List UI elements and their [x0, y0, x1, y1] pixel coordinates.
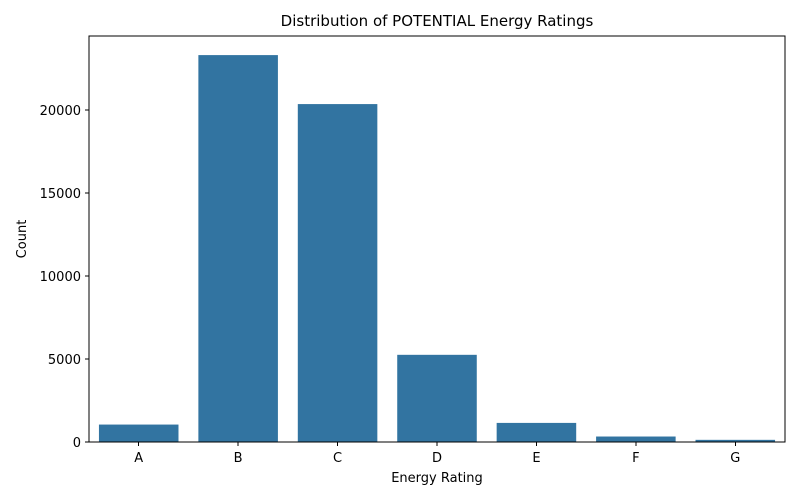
bar-e — [496, 422, 577, 442]
x-axis-label: Energy Rating — [391, 471, 483, 486]
x-tick-label-g: G — [730, 451, 740, 466]
x-tick-label-e: E — [532, 451, 540, 466]
x-tick-label-a: A — [134, 451, 143, 466]
bar-d — [397, 354, 477, 442]
y-tick-label-15000: 15000 — [40, 187, 81, 202]
y-tick-label-20000: 20000 — [40, 104, 81, 119]
y-axis-label: Count — [15, 220, 30, 259]
bar-f — [596, 436, 676, 442]
bar-a — [98, 424, 179, 442]
x-axis-ticks: A B C D E F G — [134, 442, 740, 466]
x-tick-label-c: C — [333, 451, 342, 466]
chart-title: Distribution of POTENTIAL Energy Ratings — [281, 12, 594, 30]
bar-g — [695, 439, 776, 442]
bars-group — [98, 55, 776, 443]
bar-c — [297, 104, 378, 443]
y-axis-ticks: 0 5000 10000 15000 20000 — [40, 104, 89, 451]
x-tick-label-b: B — [234, 451, 243, 466]
plot-frame — [88, 35, 786, 443]
y-tick-label-5000: 5000 — [48, 353, 81, 368]
bar-b — [198, 55, 278, 442]
y-tick-label-0: 0 — [73, 436, 81, 451]
x-tick-label-d: D — [432, 451, 442, 466]
x-tick-label-f: F — [632, 451, 639, 466]
y-tick-label-10000: 10000 — [40, 270, 81, 285]
